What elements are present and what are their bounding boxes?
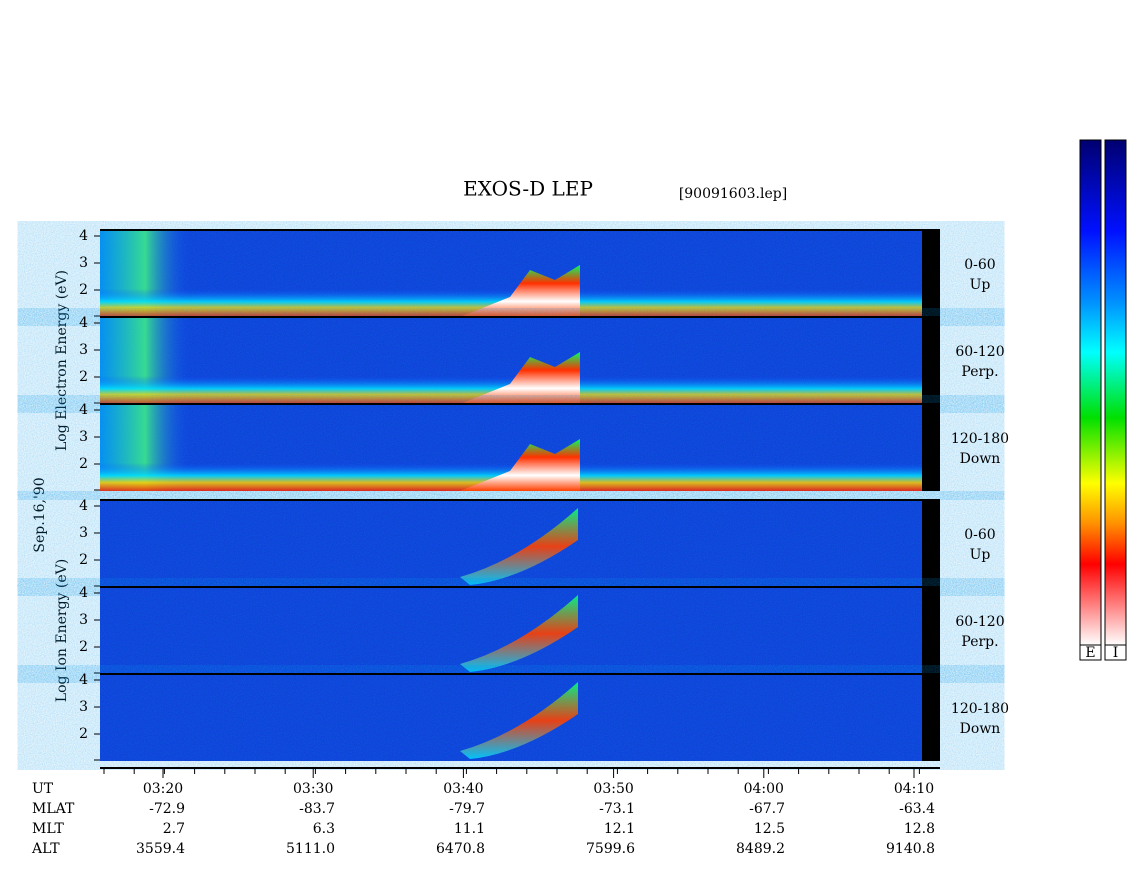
y-tick-label: 4 xyxy=(79,228,88,244)
panel-range: 60-120 xyxy=(955,344,1004,360)
x-tick-label: 03:30 xyxy=(293,781,333,797)
table-cell: -83.7 xyxy=(299,801,335,817)
y-tick-label: 4 xyxy=(79,585,88,601)
y-tick-label: 3 xyxy=(79,525,88,541)
panel-direction: Perp. xyxy=(961,634,998,650)
panel-direction: Perp. xyxy=(961,364,998,380)
title: EXOS-D LEP xyxy=(463,177,593,201)
colorbar-label: E xyxy=(1085,645,1095,661)
end-strip xyxy=(922,317,940,404)
panel-range: 60-120 xyxy=(955,614,1004,630)
axis-title: Log Electron Energy (eV) xyxy=(54,270,70,451)
table-cell: 12.1 xyxy=(604,821,635,837)
y-tick-label: 2 xyxy=(79,726,88,742)
panel-range: 0-60 xyxy=(964,257,995,273)
table-cell: 2.7 xyxy=(163,821,185,837)
file-name: [90091603.lep] xyxy=(679,186,787,202)
heated-region xyxy=(460,439,580,491)
x-tick-label: 03:40 xyxy=(443,781,483,797)
y-tick-label: 4 xyxy=(79,402,88,418)
y-tick-label: 3 xyxy=(79,429,88,445)
table-cell: 12.8 xyxy=(904,821,935,837)
table-cell: 7599.6 xyxy=(586,841,635,857)
table-cell: 8489.2 xyxy=(736,841,785,857)
end-strip xyxy=(922,404,940,491)
panel-direction: Down xyxy=(960,451,1001,467)
colorbar xyxy=(1079,139,1102,646)
ion-arc xyxy=(460,508,578,585)
table-cell: 3559.4 xyxy=(136,841,185,857)
heated-region xyxy=(460,265,580,317)
table-cell: -63.4 xyxy=(899,801,935,817)
panel-direction: Up xyxy=(970,547,991,563)
ion-arc xyxy=(460,682,578,759)
panel-range: 120-180 xyxy=(951,701,1009,717)
spectrograms: Log Electron Energy (eV) 4 3 2 0-60 Up 4 3 2 60-1… xyxy=(54,228,1009,761)
table-cell: -73.1 xyxy=(599,801,635,817)
colorbar-label: I xyxy=(1113,645,1119,661)
panel-direction: Down xyxy=(960,721,1001,737)
y-tick-label: 3 xyxy=(79,699,88,715)
y-tick-label: 2 xyxy=(79,369,88,385)
colorbar xyxy=(1104,139,1127,646)
end-strip xyxy=(922,587,940,674)
panel-direction: Up xyxy=(970,277,991,293)
ion-arc xyxy=(460,595,578,672)
table-cell: 6470.8 xyxy=(436,841,485,857)
table-cell: 12.5 xyxy=(754,821,785,837)
table-cell: -79.7 xyxy=(449,801,485,817)
end-strip xyxy=(922,674,940,761)
row-label: MLT xyxy=(32,821,64,837)
colorbar-label-box xyxy=(1104,644,1127,661)
table-cell: -67.7 xyxy=(749,801,785,817)
date: Sep.16,'90 xyxy=(32,477,48,552)
row-label: MLAT xyxy=(32,801,75,817)
end-strip xyxy=(922,230,940,317)
table-cell: 5111.0 xyxy=(286,841,335,857)
table-cell: 9140.8 xyxy=(886,841,935,857)
axis-title: Log Ion Energy (eV) xyxy=(54,559,70,702)
y-tick-label: 4 xyxy=(79,315,88,331)
x-tick-label: 03:50 xyxy=(593,781,633,797)
y-tick-label: 4 xyxy=(79,672,88,688)
y-tick-label: 4 xyxy=(79,498,88,514)
x-tick-label: 04:00 xyxy=(744,781,784,797)
x-tick-label: 04:10 xyxy=(894,781,934,797)
y-tick-label: 2 xyxy=(79,456,88,472)
y-tick-label: 3 xyxy=(79,612,88,628)
y-tick-label: 3 xyxy=(79,255,88,271)
heated-region xyxy=(460,352,580,404)
row-label: UT xyxy=(32,781,54,797)
x-tick-label: 03:20 xyxy=(143,781,183,797)
end-strip xyxy=(922,500,940,587)
y-tick-label: 2 xyxy=(79,552,88,568)
y-tick-label: 3 xyxy=(79,342,88,358)
row-label: ALT xyxy=(31,841,60,857)
table-cell: 6.3 xyxy=(313,821,335,837)
panel-range: 120-180 xyxy=(951,431,1009,447)
colorbar-label-box xyxy=(1079,644,1102,661)
table-cell: -72.9 xyxy=(149,801,185,817)
y-tick-label: 2 xyxy=(79,639,88,655)
table-cell: 11.1 xyxy=(454,821,485,837)
time-axis: UT 03:20 03:30 03:40 03:50 04:00 04:10 MLAT -72.… xyxy=(31,767,940,857)
y-tick-label: 2 xyxy=(79,282,88,298)
panel-range: 0-60 xyxy=(964,527,995,543)
